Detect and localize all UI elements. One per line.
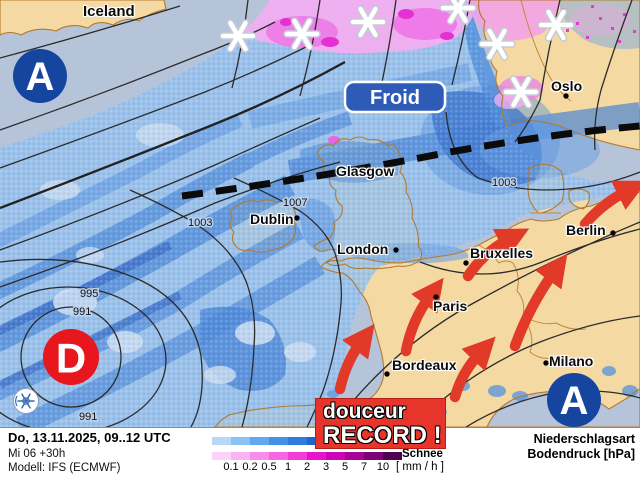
snowflake-icon — [502, 75, 540, 109]
warm-advection-arrow — [449, 336, 496, 403]
surface-pressure-caption: Bodendruck [hPa] — [527, 447, 635, 461]
legend-tick: 2 — [303, 461, 311, 473]
pressure-center-high-northwest: A — [13, 49, 67, 103]
colorbar-segment — [212, 452, 231, 460]
isobar-label: 1007 — [283, 197, 307, 209]
warm-advection-arrow — [579, 180, 640, 230]
high-pressure-letter: A — [560, 379, 589, 423]
model-name-text: Modell: IFS (ECMWF) — [8, 462, 121, 474]
high-pressure-letter: A — [26, 55, 55, 99]
cold-front-dashed-line — [181, 122, 640, 200]
low-pressure-letter: D — [56, 335, 86, 382]
legend-tick: 1 — [284, 461, 292, 473]
warm-advection-arrow — [400, 277, 444, 357]
city-dots — [294, 93, 616, 377]
colorbar-segment — [250, 437, 269, 445]
isobar-label: 1003 — [492, 177, 516, 189]
froid-label: Froid — [370, 87, 420, 109]
colorbar-segment — [307, 452, 326, 460]
pressure-center-high-southeast: A — [547, 373, 601, 427]
map-canvas: 1003 1007 1003 995 991 991 A D A Froid — [0, 0, 640, 427]
isobar-label: 1003 — [188, 217, 212, 229]
snowflake-icon — [219, 19, 257, 53]
snowflake-icon — [478, 27, 516, 61]
map-type-caption: Niederschlagsart Bodendruck [hPa] — [527, 432, 635, 462]
legend-tick: 0.2 — [242, 461, 258, 473]
colorbar-segment — [269, 437, 288, 445]
record-callout-line2: RECORD ! — [323, 422, 442, 449]
snowflake-symbols — [219, 0, 575, 109]
record-callout-line1: douceur — [323, 400, 406, 423]
legend-tick: 7 — [360, 461, 368, 473]
colorbar-segment — [345, 452, 364, 460]
colorbar-segment — [383, 452, 402, 460]
pressure-center-low-west: D — [43, 329, 99, 385]
colorbar-segment — [250, 452, 269, 460]
isobar-label: 991 — [79, 411, 97, 423]
legend-tick: 0.5 — [261, 461, 277, 473]
snow-intensity-colorbar — [212, 452, 402, 460]
warm-advection-arrow — [462, 228, 530, 282]
isobar-label: 995 — [80, 288, 98, 300]
legend-tick: 3 — [322, 461, 330, 473]
froid-label-box: Froid — [343, 80, 447, 114]
snowflake-icon — [349, 5, 387, 39]
colorbar-segment — [231, 452, 250, 460]
colorbar-segment — [269, 452, 288, 460]
clear-ocean-corner — [0, 0, 270, 148]
model-run-text: Mi 06 +30h — [8, 448, 66, 460]
legend-tick: 0.1 — [223, 461, 239, 473]
warm-advection-arrows — [334, 180, 640, 403]
colorbar-segment — [364, 452, 383, 460]
snow-legend-label: Schnee — [402, 448, 443, 460]
colorbar-segment — [326, 452, 345, 460]
colorbar-segment — [231, 437, 250, 445]
record-mildness-callout: douceur RECORD ! — [315, 398, 446, 449]
valid-time-text: Do, 13.11.2025, 09..12 UTC — [8, 430, 171, 445]
warm-advection-arrow — [509, 253, 568, 352]
snowflake-icon — [537, 8, 575, 42]
legend-tick-values: 0.1 0.2 0.5 1 2 3 5 7 10 — [212, 461, 402, 474]
snowflake-icon — [283, 17, 321, 51]
legend-unit-label: [ mm / h ] — [396, 461, 444, 473]
colorbar-segment — [212, 437, 231, 445]
legend-tick: 5 — [341, 461, 349, 473]
isobar-label: 991 — [73, 306, 91, 318]
snowflake-icon — [439, 0, 477, 25]
legend-tick: 10 — [376, 461, 390, 473]
colorbar-segment — [288, 437, 307, 445]
warm-advection-arrow — [334, 323, 375, 395]
site-logo — [13, 388, 39, 414]
colorbar-segment — [288, 452, 307, 460]
precip-type-caption: Niederschlagsart — [533, 432, 635, 446]
